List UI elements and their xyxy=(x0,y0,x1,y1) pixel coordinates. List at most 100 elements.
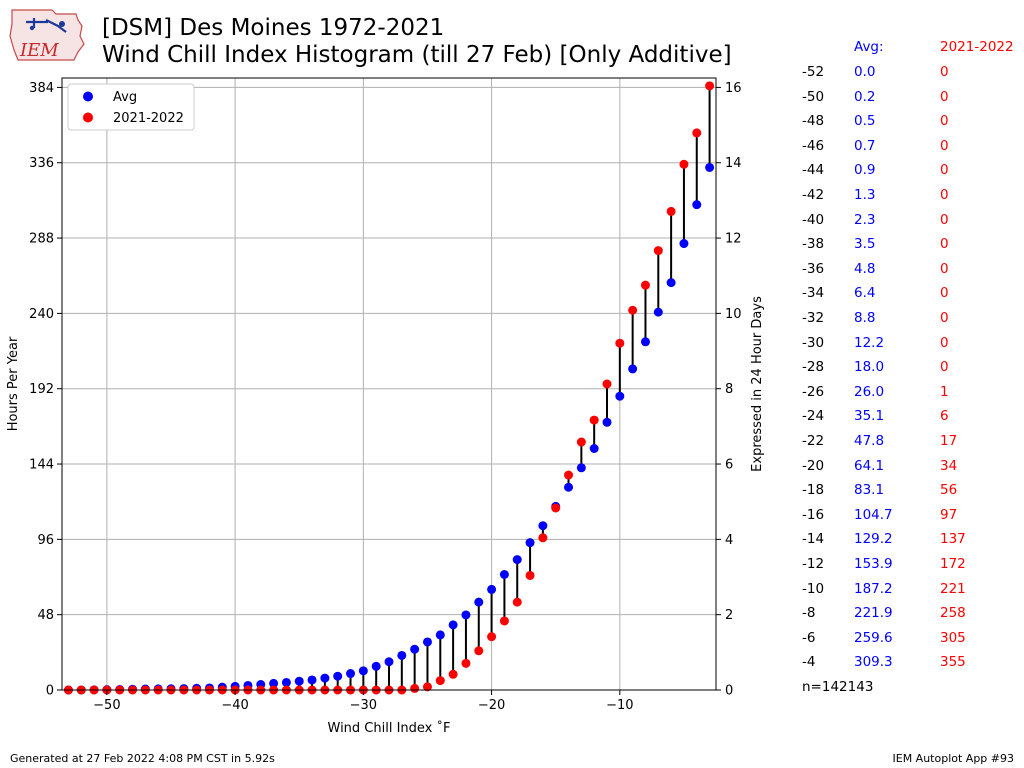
table-header-avg: Avg: xyxy=(854,39,884,55)
x-tick-label: −20 xyxy=(478,698,505,713)
y-tick-label: 48 xyxy=(37,608,54,623)
table-cell-wci: -18 xyxy=(802,482,825,499)
table-cell-wci: -46 xyxy=(802,137,825,154)
table-cell-wci: -44 xyxy=(802,162,825,179)
table-cell-avg: 1.3 xyxy=(854,187,876,203)
table-cell-season: 0 xyxy=(940,211,949,228)
season-point xyxy=(422,682,432,692)
season-point xyxy=(564,470,574,480)
table-cell-avg: 47.8 xyxy=(854,433,885,449)
x-tick-label: −50 xyxy=(93,698,120,713)
season-series xyxy=(63,81,715,695)
avg-point xyxy=(653,307,663,317)
avg-point xyxy=(666,278,676,288)
y2-tick-label: 10 xyxy=(725,307,742,322)
table-header-season: 2021-2022 xyxy=(940,39,1014,55)
avg-point xyxy=(384,657,394,667)
table-cell-season: 221 xyxy=(940,580,966,597)
x-tick-label: −10 xyxy=(606,698,633,713)
table-cell-avg: 187.2 xyxy=(854,580,893,597)
avg-point xyxy=(564,482,574,492)
table-cell-wci: -50 xyxy=(802,88,825,105)
table-cell-wci: -4 xyxy=(802,654,816,671)
avg-point xyxy=(615,391,625,401)
season-point xyxy=(653,246,663,256)
table-cell-avg: 3.5 xyxy=(854,236,876,253)
season-point xyxy=(679,159,689,169)
avg-point xyxy=(448,620,458,630)
y-tick-label: 240 xyxy=(29,307,54,322)
y-axis-label: Hours Per Year xyxy=(6,336,21,431)
y-tick-label: 288 xyxy=(29,232,54,247)
avg-point xyxy=(461,610,471,620)
y2-axis-label: Expressed in 24 Hour Days xyxy=(750,296,765,472)
avg-point xyxy=(538,521,548,531)
table-cell-avg: 4.8 xyxy=(854,260,876,277)
avg-point xyxy=(422,637,432,647)
table-cell-wci: -48 xyxy=(802,113,825,130)
x-tick-label: −40 xyxy=(221,698,248,713)
season-point xyxy=(512,597,522,607)
avg-point xyxy=(705,162,715,172)
table-cell-season: 0 xyxy=(940,285,949,302)
y2-tick-label: 16 xyxy=(725,81,742,96)
table-cell-wci: -20 xyxy=(802,457,825,474)
table-cell-season: 0 xyxy=(940,64,949,80)
avg-point xyxy=(435,630,445,640)
table-cell-wci: -24 xyxy=(802,408,825,425)
grid xyxy=(62,78,716,691)
table-cell-avg: 8.8 xyxy=(854,310,876,326)
legend-avg-marker xyxy=(83,91,93,102)
avg-point xyxy=(628,364,638,374)
y-tick-label: 0 xyxy=(46,684,54,699)
table-cell-avg: 104.7 xyxy=(854,506,893,523)
y-tick-label: 336 xyxy=(29,156,54,171)
season-point xyxy=(435,676,445,686)
table-cell-wci: -40 xyxy=(802,211,825,228)
table-cell-wci: -6 xyxy=(802,629,816,646)
table-cell-avg: 309.3 xyxy=(854,654,893,671)
y-tick-label: 144 xyxy=(29,458,54,473)
table-cell-season: 0 xyxy=(940,359,949,376)
chart-title: [DSM] Des Moines 1972-2021 xyxy=(102,15,445,41)
table-cell-avg: 221.9 xyxy=(854,605,893,622)
table-cell-wci: -28 xyxy=(802,359,825,376)
avg-point xyxy=(333,671,343,681)
footer-app: IEM Autoplot App #93 xyxy=(892,752,1015,765)
avg-point xyxy=(602,417,612,427)
season-point xyxy=(525,570,535,580)
table-cell-season: 172 xyxy=(940,556,966,572)
avg-point xyxy=(525,538,535,548)
season-point xyxy=(589,415,599,425)
season-point xyxy=(615,338,625,348)
x-axis-label: Wind Chill Index ˚F xyxy=(328,720,451,736)
season-point xyxy=(666,206,676,216)
legend: Avg 2021-2022 xyxy=(67,83,195,131)
avg-point xyxy=(269,678,279,688)
table-cell-avg: 12.2 xyxy=(854,334,885,351)
table-cell-avg: 26.0 xyxy=(854,383,885,400)
table-cell-avg: 0.0 xyxy=(854,64,876,80)
y-tick-label: 96 xyxy=(37,533,54,548)
season-point xyxy=(487,632,497,642)
axis-ticks: −50 −40 −30 −20 −100489614419224028833638402… xyxy=(29,81,741,713)
avg-point xyxy=(692,200,702,210)
footer-generated: Generated at 27 Feb 2022 4:08 PM CST in … xyxy=(10,752,275,765)
table-cell-season: 97 xyxy=(940,506,958,523)
table-cell-wci: -26 xyxy=(802,383,825,400)
table-cell-wci: -22 xyxy=(802,433,825,449)
table-cell-season: 0 xyxy=(940,113,949,130)
season-point xyxy=(640,280,650,290)
table-cell-avg: 2.3 xyxy=(854,211,876,228)
connector-lines xyxy=(93,85,711,690)
iem-logo: IEM xyxy=(9,9,85,61)
avg-point xyxy=(679,239,689,249)
table-cell-season: 0 xyxy=(940,162,949,179)
table-cell-avg: 6.4 xyxy=(854,285,876,302)
table-cell-wci: -8 xyxy=(802,605,816,622)
table-cell-wci: -52 xyxy=(802,64,825,80)
avg-point xyxy=(589,443,599,453)
table-cell-season: 0 xyxy=(940,334,949,351)
table-cell-season: 1 xyxy=(940,383,949,400)
